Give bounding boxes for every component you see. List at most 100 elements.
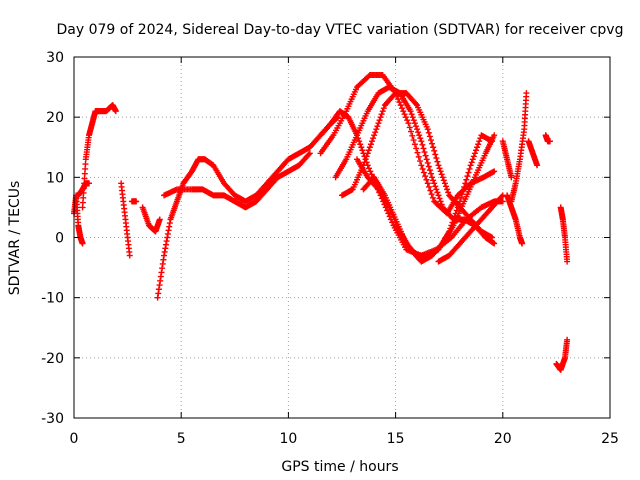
data-point: [419, 165, 426, 172]
data-point: [445, 189, 452, 196]
data-point: [431, 147, 438, 154]
data-point: [434, 158, 441, 165]
series-arc-03: [75, 180, 93, 199]
data-point: [385, 210, 392, 217]
series-arc-15: [435, 192, 506, 265]
data-point: [435, 192, 442, 199]
data-point: [453, 207, 460, 214]
data-point: [414, 149, 421, 156]
data-point: [424, 159, 431, 166]
data-point: [446, 228, 453, 235]
data-point: [373, 126, 380, 133]
data-point: [459, 191, 466, 198]
data-point: [415, 129, 422, 136]
data-point: [419, 141, 426, 148]
data-point: [413, 145, 420, 152]
data-point: [305, 151, 312, 158]
x-tick-label: 10: [279, 431, 297, 447]
data-point: [356, 138, 363, 145]
data-point: [126, 252, 133, 259]
data-point: [79, 240, 86, 247]
data-point: [427, 187, 434, 194]
data-point: [371, 132, 378, 139]
data-point: [436, 195, 443, 202]
data-point: [462, 180, 469, 187]
data-point: [407, 108, 414, 115]
y-tick-label: -30: [41, 411, 64, 427]
data-point: [450, 216, 457, 223]
data-point: [491, 240, 498, 247]
data-point: [375, 120, 382, 127]
data-point: [359, 147, 366, 154]
data-point: [369, 138, 376, 145]
data-point: [452, 210, 459, 217]
data-point: [437, 198, 444, 205]
data-point: [427, 137, 434, 144]
data-point: [422, 152, 429, 159]
data-point: [402, 114, 409, 121]
series-arc-08: [161, 150, 313, 211]
data-point: [564, 336, 571, 343]
data-point: [370, 135, 377, 142]
data-point: [357, 141, 364, 148]
data-point: [377, 114, 384, 121]
x-axis-label: GPS time / hours: [281, 459, 398, 475]
series-arc-16: [499, 138, 515, 181]
data-point: [428, 191, 435, 198]
data-point: [425, 129, 432, 136]
data-point: [534, 162, 541, 169]
data-point: [423, 156, 430, 163]
data-point: [420, 145, 427, 152]
series-arc-05: [128, 198, 140, 205]
data-point: [406, 124, 413, 131]
x-tick-label: 0: [70, 431, 79, 447]
data-point: [366, 144, 373, 151]
data-point: [466, 165, 473, 172]
data-point: [414, 126, 421, 133]
data-point: [408, 128, 415, 135]
data-point: [379, 108, 386, 115]
data-point: [469, 156, 476, 163]
data-point: [471, 150, 478, 157]
data-point: [397, 102, 404, 109]
data-point: [365, 147, 372, 154]
data-point: [418, 162, 425, 169]
series-arc-14: [360, 132, 496, 259]
data-point: [470, 153, 477, 160]
data-point: [499, 198, 506, 205]
series-arc-20: [542, 132, 553, 145]
y-tick-label: 30: [46, 50, 64, 66]
data-point: [374, 123, 381, 130]
data-point: [422, 173, 429, 180]
chart-title: Day 079 of 2024, Sidereal Day-to-day VTE…: [57, 22, 624, 38]
data-point: [474, 144, 481, 151]
series-arc-19: [525, 138, 541, 169]
y-tick-label: 10: [46, 170, 64, 186]
data-point: [436, 165, 443, 172]
data-point: [438, 201, 445, 208]
data-point: [372, 129, 379, 136]
data-point: [473, 147, 479, 154]
data-point: [411, 120, 418, 127]
data-point: [463, 176, 470, 183]
data-point: [156, 216, 163, 223]
data-point: [424, 126, 431, 133]
data-point: [378, 111, 385, 118]
data-point: [367, 168, 374, 175]
data-point: [489, 234, 496, 241]
y-tick-label: -20: [41, 351, 64, 367]
data-point: [444, 186, 451, 193]
data-point: [367, 141, 374, 148]
data-point: [411, 141, 418, 148]
data-point: [433, 186, 440, 193]
series-arc-06: [139, 204, 163, 235]
data-point: [464, 173, 471, 180]
data-point: [421, 149, 428, 156]
data-point: [396, 99, 403, 106]
data-point: [434, 189, 441, 196]
data-point: [546, 138, 553, 145]
data-point: [432, 151, 439, 158]
data-point: [362, 156, 369, 163]
data-point: [441, 180, 448, 187]
data-point: [368, 171, 375, 178]
